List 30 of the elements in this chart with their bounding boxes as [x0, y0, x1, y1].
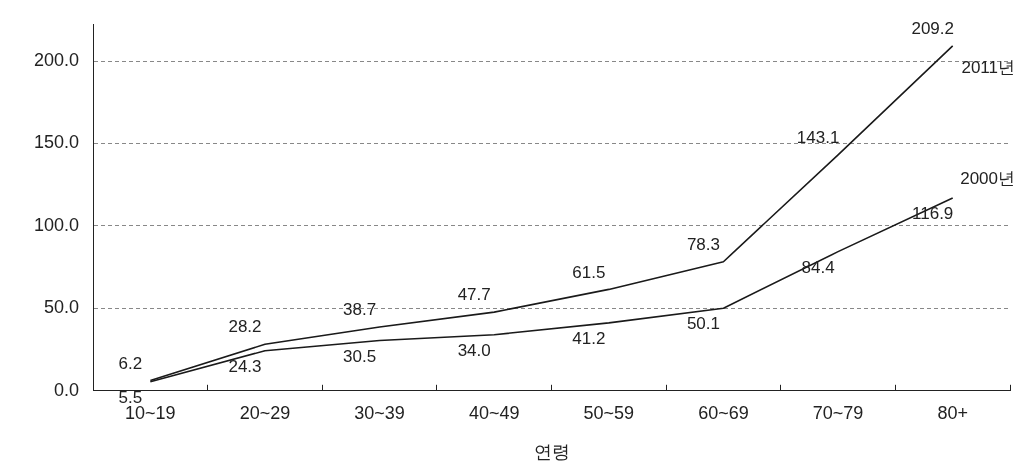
y-tick-label: 150.0 — [34, 132, 80, 153]
y-tick-label: 200.0 — [34, 50, 80, 71]
data-label: 30.5 — [343, 346, 377, 366]
y-tick-label: 100.0 — [34, 214, 80, 235]
series-label: 2000년 — [960, 169, 1015, 189]
data-label: 143.1 — [796, 128, 840, 148]
data-label: 41.2 — [572, 329, 606, 349]
y-tick-label: 0.0 — [54, 379, 80, 400]
data-label: 116.9 — [912, 204, 954, 224]
series-label: 2011년 — [961, 58, 1015, 78]
x-tick-label: 80+ — [937, 402, 968, 423]
data-label: 28.2 — [228, 317, 262, 337]
data-label: 61.5 — [572, 262, 606, 282]
data-label: 24.3 — [228, 356, 262, 376]
x-tick-label: 60~69 — [698, 402, 749, 423]
data-label: 50.1 — [686, 314, 720, 334]
data-label: 78.3 — [686, 234, 720, 254]
y-tick-label: 50.0 — [44, 297, 80, 318]
x-tick-label: 20~29 — [239, 402, 291, 423]
data-label: 34.0 — [457, 340, 491, 360]
data-label: 84.4 — [801, 257, 835, 277]
x-axis-title: 연령 — [533, 442, 570, 463]
data-label: 6.2 — [118, 353, 143, 373]
x-tick-label: 70~79 — [812, 402, 864, 423]
x-tick-label: 50~59 — [583, 402, 635, 423]
data-label: 38.7 — [343, 300, 377, 320]
x-tick-label: 40~49 — [468, 402, 520, 423]
data-label: 209.2 — [911, 19, 954, 39]
x-tick-label: 30~39 — [354, 402, 405, 423]
data-label: 47.7 — [457, 285, 491, 305]
